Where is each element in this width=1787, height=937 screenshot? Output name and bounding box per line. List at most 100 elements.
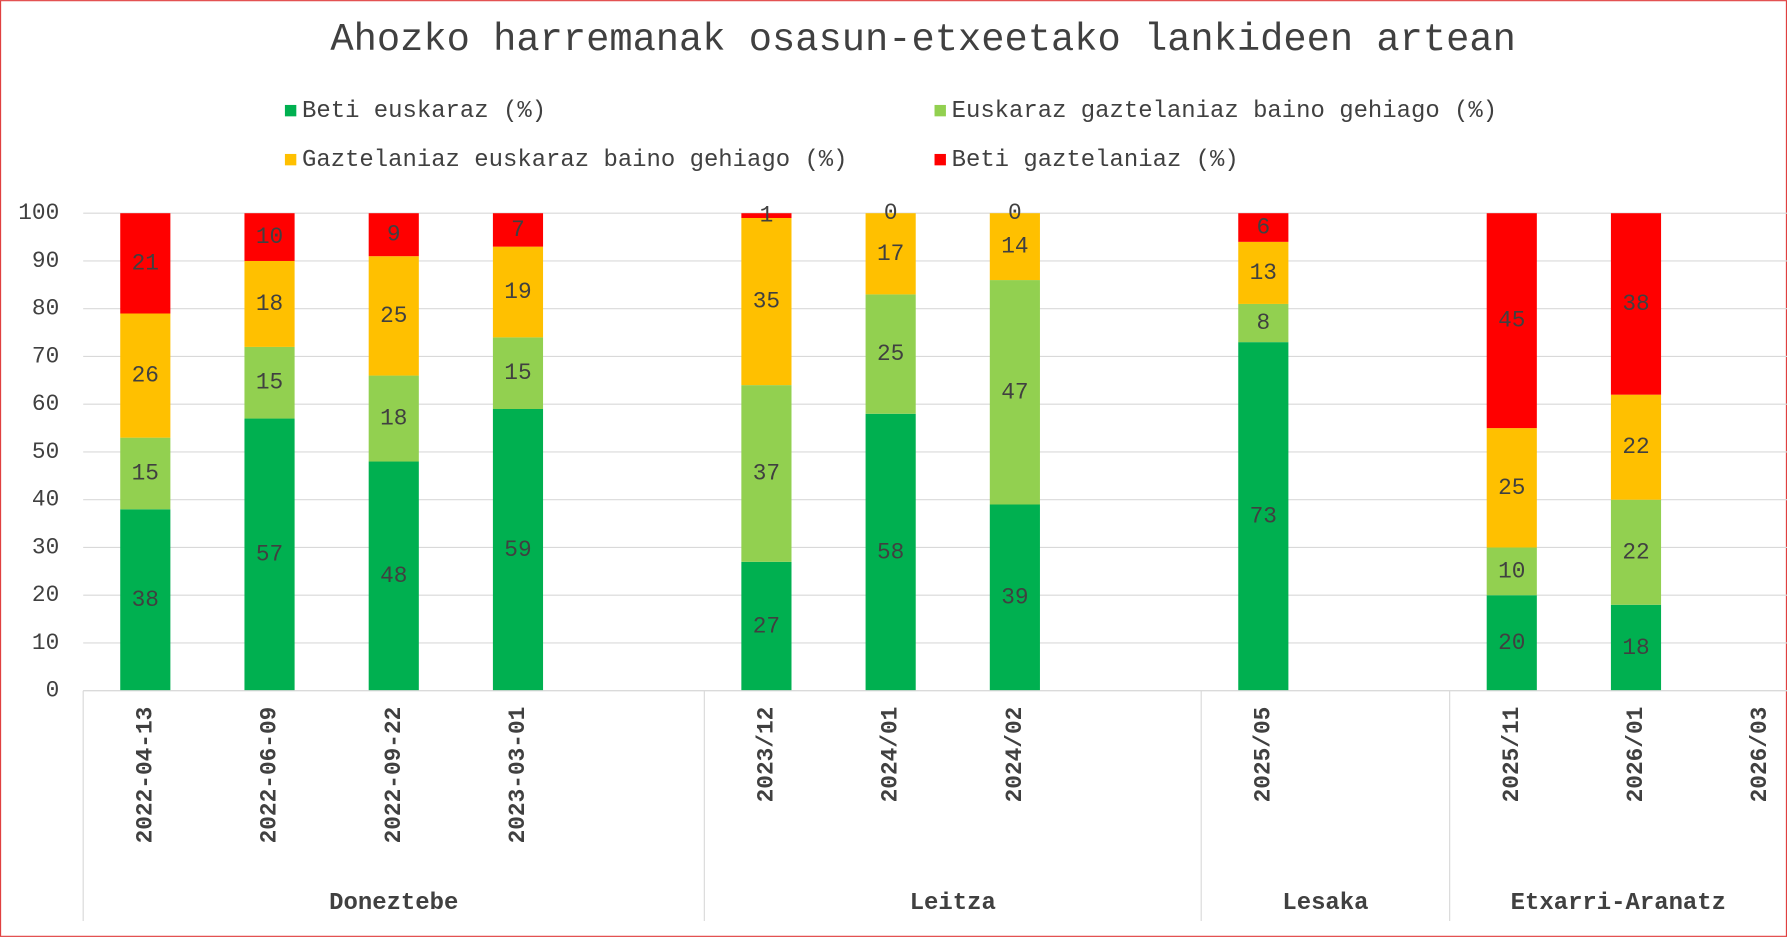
data-label: 13 — [1250, 260, 1277, 286]
data-label: 58 — [877, 539, 904, 565]
data-label: 25 — [1498, 475, 1525, 501]
bar-segment — [1486, 428, 1537, 548]
data-label: 26 — [132, 363, 159, 389]
bar-segment — [1610, 499, 1662, 605]
x-tick-label: 2024/01 — [878, 707, 904, 803]
bar-segment — [492, 246, 544, 338]
data-label: 73 — [1250, 503, 1277, 529]
data-label: 0 — [1008, 200, 1022, 226]
y-tick-label: 70 — [32, 343, 59, 369]
data-label: 37 — [753, 460, 780, 486]
x-tick-label: 2023-03-01 — [505, 707, 531, 844]
y-tick-label: 100 — [18, 200, 59, 226]
x-tick-label: 2022-06-09 — [257, 707, 283, 844]
bar-segment — [1610, 213, 1662, 395]
bar-segment — [989, 213, 1040, 281]
y-tick-label: 20 — [32, 582, 59, 608]
legend-label: Gaztelaniaz euskaraz baino gehiago (%) — [302, 147, 848, 174]
bar-segment — [741, 213, 792, 218]
y-tick-label: 10 — [32, 630, 59, 656]
bar-segment — [865, 413, 916, 691]
bar-segment — [1610, 394, 1662, 500]
bar-segment — [120, 437, 171, 510]
bar-segment — [244, 346, 295, 419]
bar-segment — [989, 280, 1040, 505]
data-label: 48 — [380, 563, 407, 589]
legend-swatch — [284, 153, 297, 166]
data-label: 38 — [1622, 291, 1649, 317]
data-label: 15 — [256, 370, 283, 396]
data-label: 10 — [256, 224, 283, 250]
bar-segment — [244, 418, 295, 691]
group-label: Etxarri-Aranatz — [1511, 890, 1726, 917]
legend-label: Euskaraz gaztelaniaz baino gehiago (%) — [952, 98, 1498, 125]
data-label: 38 — [132, 587, 159, 613]
x-tick-label: 2022-09-22 — [381, 707, 407, 844]
legend-swatch — [934, 104, 946, 117]
data-label: 22 — [1622, 434, 1649, 460]
group-label: Lesaka — [1282, 890, 1368, 917]
bar-segment — [1486, 547, 1537, 596]
data-label: 47 — [1001, 379, 1028, 405]
bar-segment — [492, 337, 544, 409]
bar-segment — [1486, 213, 1537, 429]
bar-segment — [1238, 241, 1289, 304]
data-label: 18 — [380, 406, 407, 432]
bar-segment — [741, 561, 792, 691]
y-tick-label: 30 — [32, 534, 59, 560]
data-label: 20 — [1498, 630, 1525, 656]
data-label: 1 — [760, 203, 774, 229]
data-label: 21 — [132, 250, 159, 276]
data-label: 39 — [1001, 585, 1028, 611]
x-tick-label: 2024/02 — [1002, 707, 1028, 803]
x-tick-label: 2026/01 — [1623, 707, 1649, 803]
data-label: 19 — [504, 279, 531, 305]
bar-segment — [244, 213, 295, 261]
y-tick-label: 80 — [32, 296, 59, 322]
bar-segment — [1238, 342, 1289, 691]
data-label: 15 — [132, 460, 159, 486]
legend-label: Beti gaztelaniaz (%) — [952, 147, 1239, 174]
x-tick-label: 2023/12 — [753, 707, 779, 803]
data-label: 14 — [1001, 234, 1028, 260]
group-label: Doneztebe — [329, 890, 458, 917]
data-label: 10 — [1498, 558, 1525, 584]
x-tick-label: 2022-04-13 — [132, 707, 158, 844]
bar-segment — [741, 217, 792, 386]
data-label: 18 — [256, 291, 283, 317]
y-tick-label: 50 — [32, 439, 59, 465]
bar-segment — [368, 375, 419, 462]
bar-segment — [244, 260, 295, 347]
data-label: 8 — [1256, 310, 1270, 336]
x-tick-label: 2025/05 — [1250, 707, 1276, 803]
bar-segment — [120, 213, 171, 314]
bar-segment — [1238, 213, 1289, 242]
y-tick-label: 90 — [32, 248, 59, 274]
data-label: 18 — [1622, 635, 1649, 661]
bar-segment — [1486, 595, 1537, 691]
data-label: 57 — [256, 542, 283, 568]
bar-segment — [368, 213, 419, 257]
bar-segment — [1610, 604, 1662, 691]
data-label: 15 — [504, 360, 531, 386]
data-label: 25 — [877, 341, 904, 367]
data-label: 59 — [504, 537, 531, 563]
bar-segment — [368, 256, 419, 376]
x-tick-label: 2025/11 — [1499, 707, 1525, 803]
data-label: 9 — [387, 222, 401, 248]
legend-swatch — [934, 153, 946, 166]
y-tick-label: 60 — [32, 391, 59, 417]
x-tick-label: 2026/03 — [1747, 707, 1773, 803]
bar-segment — [865, 213, 916, 295]
data-label: 45 — [1498, 308, 1525, 334]
bar-segment — [989, 504, 1040, 691]
chart-title: Ahozko harremanak osasun-etxeetako lanki… — [330, 18, 1515, 62]
bar-segment — [1238, 303, 1289, 343]
bar-segment — [120, 509, 171, 691]
bar-segment — [492, 408, 544, 691]
data-label: 0 — [884, 200, 898, 226]
bar-segment — [741, 385, 792, 562]
y-tick-label: 40 — [32, 487, 59, 513]
data-label: 22 — [1622, 539, 1649, 565]
